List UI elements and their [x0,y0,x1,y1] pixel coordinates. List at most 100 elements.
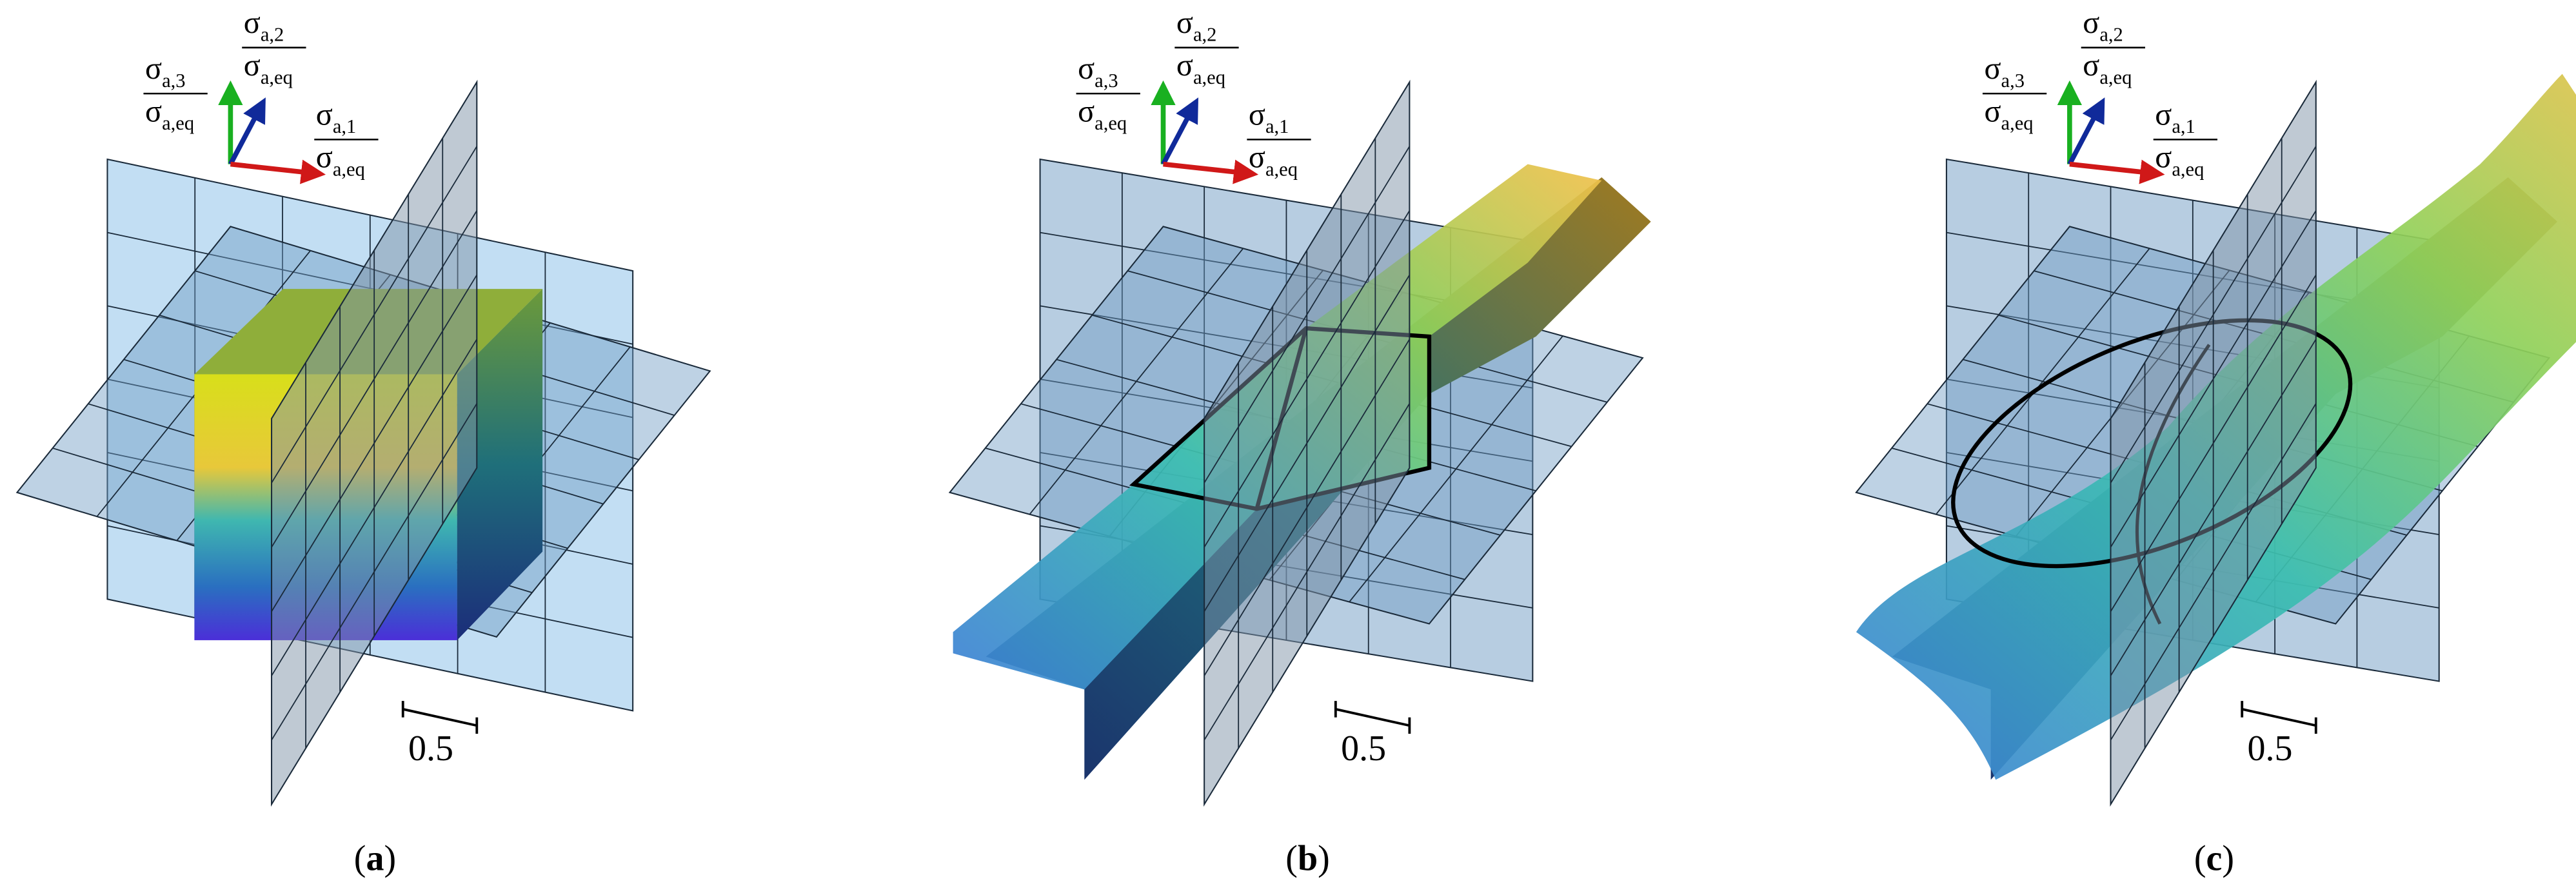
subscript: a,3 [2001,70,2025,92]
subscript: a,eq [1265,158,1298,180]
axis-label-numerator: σa,3 [1078,52,1118,92]
symbol: σ [2155,141,2172,175]
axis-label-numerator: σa,3 [145,52,186,92]
caption: (b) [1285,838,1329,878]
grid-line [271,146,478,484]
grid-line [271,210,478,548]
caption-part: b [1298,838,1318,878]
symbol: σ [1176,6,1193,40]
symbol: σ [244,48,261,83]
scale-label: 0.5 [408,729,453,769]
cube-side [457,289,543,640]
subscript: a,2 [261,24,284,46]
grid-line [1936,248,2150,515]
caption-part: a [366,838,384,878]
grid-line [1204,274,1411,612]
axis-label-numerator: σa,2 [244,6,284,46]
caption-part: ( [1285,838,1298,878]
grid-line [271,339,478,676]
axis-label-numerator: σa,3 [1984,52,2025,92]
grid-line [2110,274,2317,612]
subscript: a,eq [1193,66,1225,88]
subscript: a,eq [162,112,194,134]
subscript: a,3 [162,70,185,92]
caption-part: ( [2194,838,2206,878]
axis-label-numerator: σa,1 [1249,97,1289,137]
scale-bar [401,701,479,734]
grid-line [2110,403,2317,741]
caption-part: ) [1318,838,1330,878]
caption: (a) [354,838,396,878]
symbol: σ [2083,48,2099,83]
grid-line [1204,146,1411,484]
axis-label-numerator: σa,1 [2155,97,2195,137]
symbol: σ [244,6,261,40]
axis-label-denominator: σa,eq [1984,94,2033,134]
grid-line [1204,210,1411,548]
scale-label: 0.5 [1341,729,1386,769]
subscript: a,2 [1193,24,1216,46]
symbol: σ [1078,52,1095,86]
subscript: a,eq [261,66,293,88]
axis-label-denominator: σa,eq [1249,141,1298,181]
grid-line [1204,339,1411,676]
grid-line [1204,403,1411,741]
subscript: a,eq [333,158,365,180]
axis-label-denominator: σa,eq [244,48,293,88]
axis-arrow [2069,159,2165,184]
grid-line [2110,146,2317,484]
grid-line [271,274,478,612]
subscript: a,eq [2172,158,2204,180]
caption: (c) [2194,838,2234,878]
symbol: σ [1249,97,1265,132]
subscript: a,3 [1095,70,1118,92]
subscript: a,1 [2172,115,2195,137]
scale-bar [2241,701,2317,734]
axis-label-numerator: σa,2 [1176,6,1217,46]
axis-label-denominator: σa,eq [2083,48,2132,88]
grid-line [2110,210,2317,548]
symbol: σ [1078,94,1095,128]
subscript: a,eq [2099,66,2132,88]
axis-label-denominator: σa,eq [316,141,365,181]
subscript: a,2 [2099,24,2123,46]
axis-label-denominator: σa,eq [1176,48,1225,88]
caption-part: ) [2222,838,2234,878]
symbol: σ [2155,97,2172,132]
subscript: a,1 [333,115,356,137]
axis-arrow [1161,97,1198,166]
caption-part: c [2206,838,2222,878]
subscript: a,eq [2001,112,2034,134]
grid-line [2110,339,2317,676]
axis-arrow [230,159,326,184]
axis-label-numerator: σa,1 [316,97,357,137]
symbol: σ [1984,94,2001,128]
symbol: σ [1176,48,1193,83]
axis-arrow [2067,97,2105,166]
axis-label-denominator: σa,eq [2155,141,2204,181]
axis-label-denominator: σa,eq [1078,94,1127,134]
axis-label-numerator: σa,2 [2083,6,2123,46]
symbol: σ [1984,52,2001,86]
scale-label: 0.5 [2247,729,2292,769]
caption-part: ( [354,838,366,878]
symbol: σ [316,97,333,132]
caption-part: ) [384,838,396,878]
subscript: a,eq [1095,112,1127,134]
axis-arrow [1163,159,1259,184]
symbol: σ [316,141,333,175]
grid-line [1349,335,1563,603]
symbol: σ [145,52,162,86]
subscript: a,1 [1265,115,1289,137]
grid-line [271,403,478,741]
scale-bar [1334,701,1411,734]
symbol: σ [2083,6,2099,40]
symbol: σ [1249,141,1265,175]
axis-arrow [228,97,266,166]
grid-line [1029,248,1244,515]
